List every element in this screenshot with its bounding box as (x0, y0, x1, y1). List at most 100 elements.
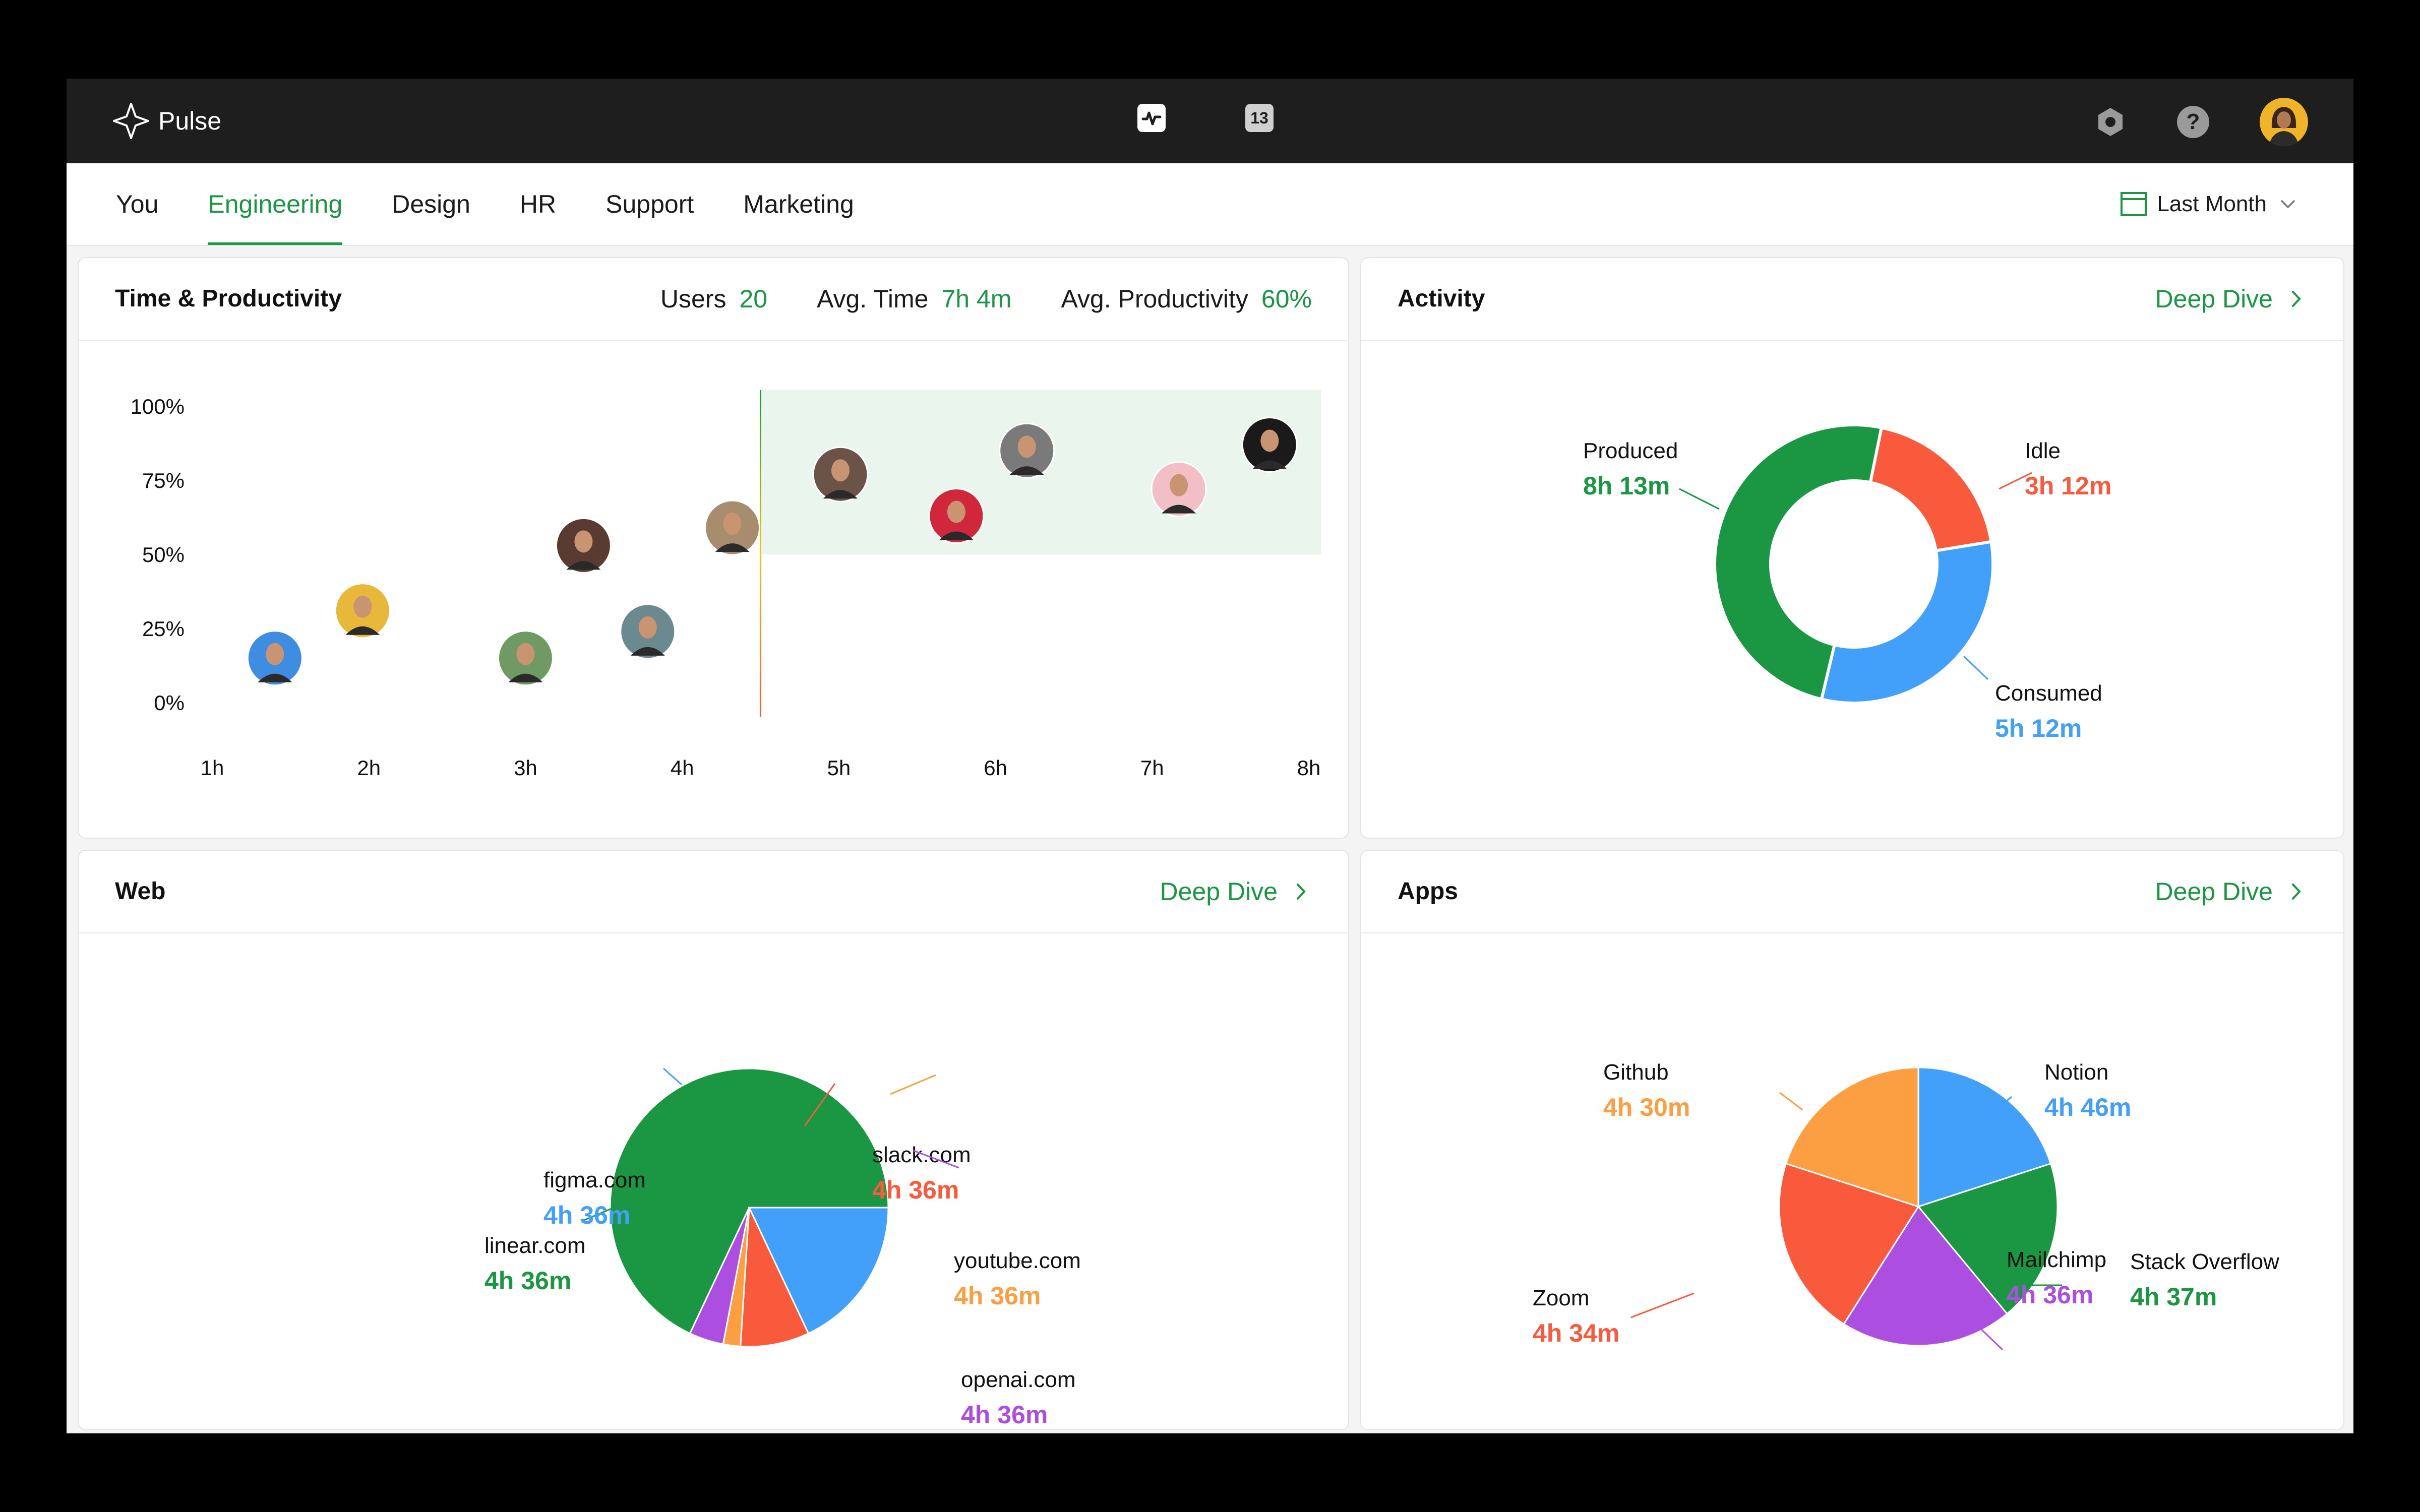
calendar-badge-icon[interactable]: 13 (1245, 104, 1274, 132)
productivity-card: Time & Productivity Users 20 Avg. Time 7… (78, 257, 1349, 839)
stat-value: 60% (1261, 285, 1312, 313)
x-tick-label: 2h (357, 756, 381, 780)
avatar-shoulders (1009, 466, 1044, 475)
user-avatar-point (334, 583, 391, 639)
card-header: Apps Deep Dive (1361, 851, 2343, 933)
calendar-icon (2121, 192, 2147, 216)
avatar-face (723, 513, 742, 535)
activity-icon[interactable] (1137, 104, 1166, 132)
tab-support[interactable]: Support (606, 190, 694, 218)
user-avatar-point (812, 446, 869, 502)
slice-label: slack.com (872, 1143, 971, 1167)
slice-value: 3h 12m (2025, 472, 2111, 500)
user-avatar-point (497, 630, 554, 686)
chevron-right-icon (2292, 884, 2301, 900)
avatar-shoulders (715, 543, 750, 552)
deep-dive-link[interactable]: Deep Dive (1160, 851, 1307, 932)
stat-value: 7h 4m (941, 285, 1012, 313)
avatar-face (516, 643, 535, 665)
slice-value: 8h 13m (1583, 472, 1670, 500)
leader-line (663, 1067, 682, 1086)
slice-value: 4h 37m (2130, 1283, 2217, 1311)
deep-dive-link[interactable]: Deep Dive (2155, 258, 2302, 340)
y-tick-label: 0% (154, 691, 185, 715)
leader-line (1630, 1292, 1695, 1318)
slice-value: 4h 34m (1533, 1319, 1619, 1347)
pie-slice (1843, 1205, 2009, 1347)
slice-label: Consumed (1995, 681, 2102, 706)
deep-dive-label: Deep Dive (2155, 877, 2273, 906)
chevron-right-icon (2292, 291, 2301, 307)
pie-slice (1785, 1066, 1919, 1208)
pie-slice (748, 1207, 889, 1335)
avatar-face (638, 616, 657, 639)
tab-engineering[interactable]: Engineering (208, 163, 342, 245)
tab-design[interactable]: Design (392, 190, 470, 218)
apps-pie-chart: Notion 4h 46m Stack Overflow 4h 37m Mailchim… (1533, 1060, 2279, 1351)
pie-slice (740, 1207, 810, 1348)
user-avatar-point (247, 630, 303, 686)
stat-label: Avg. Time (817, 285, 929, 313)
card-body: 100% 75% 50% 25% 0% 1h 2h 3h 4h 5h 6h 7h 8h (79, 341, 1348, 838)
card-title: Activity (1398, 285, 1485, 312)
x-tick-label: 5h (827, 756, 851, 780)
stat-avg-productivity: Avg. Productivity 60% (1061, 284, 1312, 313)
user-avatar[interactable] (2260, 98, 2308, 146)
user-avatar-point (1151, 461, 1207, 518)
period-select[interactable]: Last Month (2121, 163, 2297, 245)
x-tick-label: 7h (1140, 756, 1164, 780)
leader-line (582, 1200, 631, 1222)
activity-donut-chart: Produced 8h 13m Idle 3h 12m Consumed 5h 12m (1583, 423, 2111, 742)
slice-label: Zoom (1533, 1286, 1589, 1310)
card-header: Time & Productivity Users 20 Avg. Time 7… (79, 258, 1348, 341)
card-title: Time & Productivity (115, 285, 342, 312)
x-tick-label: 4h (671, 756, 694, 780)
brand[interactable]: Pulse (112, 101, 221, 141)
pie-slice (1917, 1066, 2052, 1208)
slice-label: Idle (2025, 438, 2061, 463)
stat-label: Users (660, 285, 727, 313)
app-window: Pulse 13 ? You Enginee (67, 79, 2353, 1433)
card-body: Notion 4h 46m Stack Overflow 4h 37m Mailchim… (1361, 933, 2343, 1429)
deep-dive-label: Deep Dive (2155, 285, 2273, 313)
leader-line (890, 1074, 936, 1095)
avatar-shoulders (258, 673, 292, 682)
slice-label: youtube.com (954, 1248, 1081, 1273)
tab-hr[interactable]: HR (519, 190, 557, 218)
tab-you[interactable]: You (116, 190, 159, 218)
slice-label: Produced (1583, 438, 1678, 463)
period-label: Last Month (2157, 192, 2267, 216)
pie-slice (1917, 1162, 2059, 1315)
leader-line (1988, 1096, 2012, 1118)
avg-time-line (760, 390, 761, 717)
deep-dive-label: Deep Dive (1160, 877, 1278, 906)
avatar-shoulders (1252, 460, 1287, 469)
slice-label: Mailchimp (2007, 1247, 2106, 1272)
deep-dive-link[interactable]: Deep Dive (2155, 851, 2302, 932)
pie-slice (1778, 1162, 1920, 1326)
tab-marketing[interactable]: Marketing (743, 190, 854, 218)
user-avatar-point (928, 488, 985, 544)
y-tick-label: 25% (142, 617, 185, 641)
slice-label: Stack Overflow (2130, 1249, 2279, 1274)
y-tick-label: 100% (131, 395, 185, 418)
chevron-right-icon (1297, 884, 1306, 900)
pie-slice (609, 1067, 889, 1335)
user-avatar-point (999, 422, 1055, 479)
avatar-shoulders (823, 490, 858, 499)
avatar-shoulders (345, 626, 380, 635)
avatar-face (831, 459, 850, 482)
card-body: Produced 8h 13m Idle 3h 12m Consumed 5h 12m (1361, 341, 2343, 838)
chevron-down-icon (2281, 200, 2295, 209)
slice-value: 4h 30m (1603, 1093, 1690, 1121)
summary-stats: Users 20 Avg. Time 7h 4m Avg. Productivi… (611, 258, 1312, 340)
avatar-shoulders (630, 647, 665, 656)
card-title: Web (115, 878, 166, 905)
leader-line (1977, 1326, 2004, 1351)
avatar-face (1170, 474, 1188, 496)
slice-label: openai.com (961, 1367, 1075, 1392)
help-icon[interactable]: ? (2177, 106, 2209, 138)
slice-value: 4h 36m (485, 1267, 571, 1295)
card-header: Activity Deep Dive (1361, 258, 2343, 341)
hexagon-settings-icon[interactable] (2094, 106, 2127, 138)
